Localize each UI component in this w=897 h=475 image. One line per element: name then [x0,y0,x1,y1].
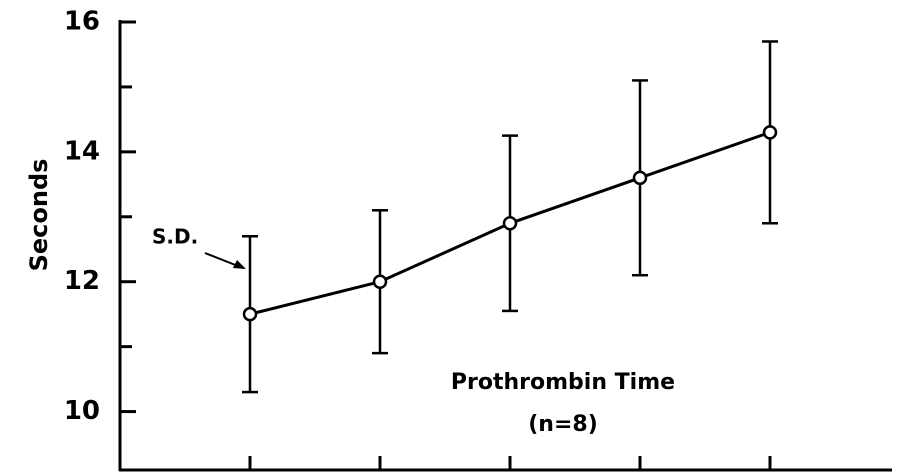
annotation: Prothrombin Time [451,370,675,395]
y-tick-label: 10 [64,396,100,426]
sd-arrowhead [233,260,246,269]
data-point [502,216,518,231]
y-axis-label: Seconds [25,159,53,272]
data-point [762,125,778,140]
sd-annotation: S.D. [152,225,198,249]
data-point [242,306,258,322]
y-tick-label: 16 [64,7,100,37]
y-tick-label: 12 [64,266,100,296]
y-tick-label: 14 [64,136,100,166]
annotation: (n=8) [528,412,598,437]
data-point [632,170,648,186]
data-point [372,274,388,289]
